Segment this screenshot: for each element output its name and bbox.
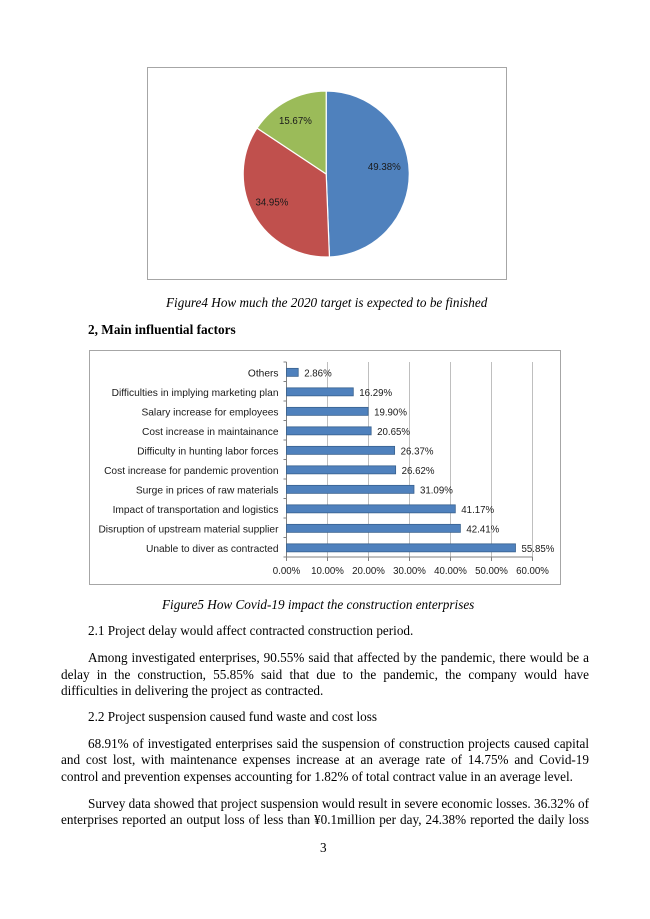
svg-text:Difficulty in hunting labor fo: Difficulty in hunting labor forces	[137, 447, 278, 458]
svg-text:41.17%: 41.17%	[461, 505, 494, 516]
svg-text:Others: Others	[248, 369, 279, 380]
svg-text:0.00%: 0.00%	[273, 566, 301, 577]
svg-text:15.67%: 15.67%	[279, 116, 312, 127]
svg-text:Disruption of upstream materia: Disruption of upstream material supplier	[98, 525, 279, 536]
svg-text:55.85%: 55.85%	[521, 544, 554, 555]
svg-text:34.95%: 34.95%	[255, 197, 288, 208]
svg-text:Cost increase in maintainance: Cost increase in maintainance	[142, 427, 279, 438]
svg-text:31.09%: 31.09%	[420, 485, 453, 496]
svg-text:Unable to diver as contracted: Unable to diver as contracted	[146, 544, 279, 555]
svg-text:42.41%: 42.41%	[466, 524, 499, 535]
svg-text:30.00%: 30.00%	[393, 566, 426, 577]
svg-text:40.00%: 40.00%	[434, 566, 467, 577]
svg-text:60.00%: 60.00%	[516, 566, 549, 577]
svg-text:10.00%: 10.00%	[311, 566, 344, 577]
svg-text:16.29%: 16.29%	[359, 388, 392, 399]
svg-text:Difficulties in implying marke: Difficulties in implying marketing plan	[112, 388, 279, 399]
svg-text:Cost increase for pandemic pro: Cost increase for pandemic provention	[104, 466, 278, 477]
svg-text:20.65%: 20.65%	[377, 427, 410, 438]
svg-text:Impact of transportation and l: Impact of transportation and logistics	[113, 505, 279, 516]
svg-text:26.62%: 26.62%	[402, 466, 435, 477]
svg-text:50.00%: 50.00%	[475, 566, 508, 577]
svg-text:2.86%: 2.86%	[304, 368, 332, 379]
svg-text:Surge in prices of raw materia: Surge in prices of raw materials	[136, 486, 279, 497]
svg-text:Salary increase for employees: Salary increase for employees	[141, 408, 278, 419]
svg-text:19.90%: 19.90%	[374, 407, 407, 418]
svg-text:26.37%: 26.37%	[401, 446, 434, 457]
svg-text:49.38%: 49.38%	[368, 162, 401, 173]
svg-text:20.00%: 20.00%	[352, 566, 385, 577]
